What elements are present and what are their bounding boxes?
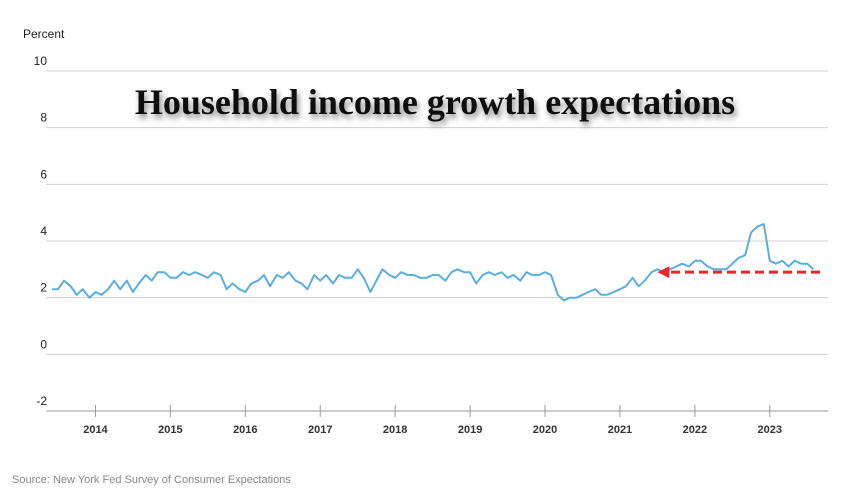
x-tick-label: 2020 [533, 424, 557, 436]
y-tick-label: 0 [40, 337, 47, 351]
x-tick-label: 2023 [758, 424, 782, 436]
annotation-arrow [657, 266, 820, 279]
x-tick-labels: 2014 2015 2016 2017 2018 2019 2020 2021 2022 2023 [83, 405, 782, 436]
y-tick-label: 10 [34, 54, 48, 68]
annotation-arrowhead [657, 266, 670, 279]
y-tick-labels: 10 8 6 4 2 0 -2 [34, 54, 48, 408]
x-tick-label: 2016 [233, 424, 257, 436]
y-tick-label: -2 [36, 394, 47, 408]
y-tick-label: 8 [40, 111, 47, 125]
y-tick-label: 4 [40, 224, 47, 238]
y-tick-label: 6 [40, 167, 47, 181]
x-tick-label: 2019 [458, 424, 482, 436]
chart-title: Household income growth expectations [135, 82, 735, 122]
y-tick-label: 2 [40, 281, 47, 295]
gridlines [46, 70, 828, 355]
source-note: Source: New York Fed Survey of Consumer … [12, 474, 291, 486]
x-tick-label: 2015 [158, 424, 182, 436]
series-line [52, 223, 814, 302]
y-axis-title: Percent [23, 27, 65, 41]
x-tick-label: 2018 [383, 424, 407, 436]
x-tick-label: 2017 [308, 424, 332, 436]
x-tick-label: 2014 [83, 424, 108, 436]
x-tick-label: 2022 [683, 424, 707, 436]
x-tick-label: 2021 [608, 424, 632, 436]
